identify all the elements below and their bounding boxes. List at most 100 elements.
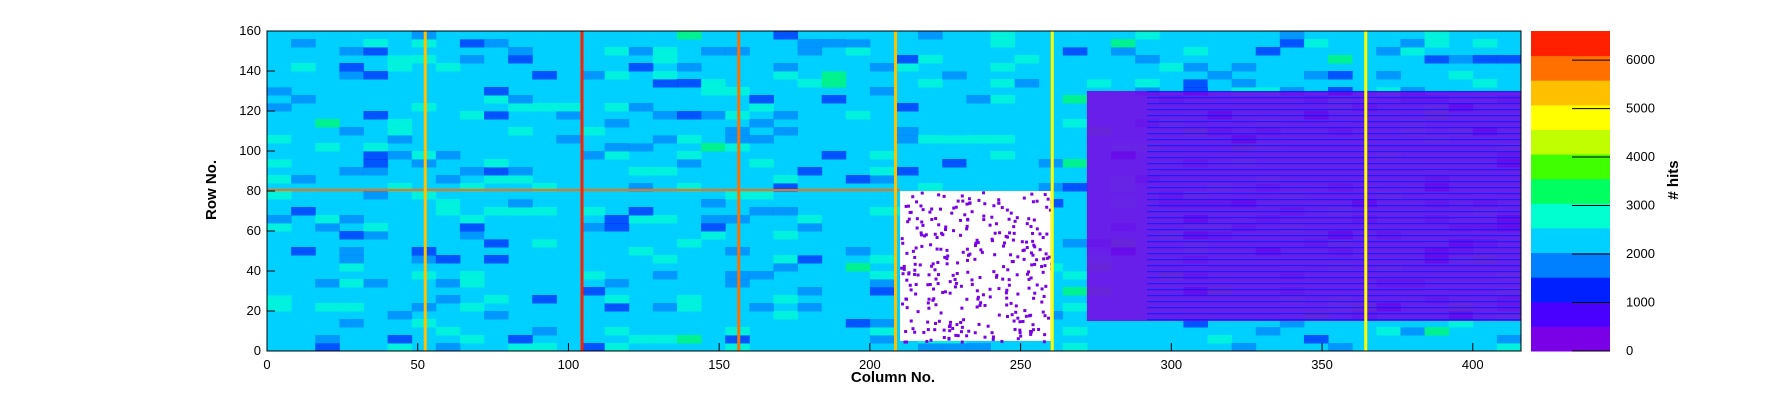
sparse-hit-pixel	[993, 253, 997, 257]
high-occupancy-column	[423, 31, 427, 351]
sparse-hit-pixel	[1042, 340, 1046, 344]
sparse-hit-pixel	[928, 283, 932, 287]
heatmap-cell	[532, 215, 557, 224]
sparse-hit-pixel	[1032, 243, 1036, 247]
sparse-hit-pixel	[1015, 216, 1019, 220]
sparse-hit-pixel	[904, 297, 908, 301]
heatmap-cell	[363, 47, 389, 56]
heatmap-cell	[1496, 79, 1521, 88]
low-hit-stripe	[1147, 163, 1521, 165]
heatmap-cell	[918, 55, 943, 64]
heatmap-cell	[435, 255, 461, 264]
heatmap-cell	[484, 239, 509, 248]
heatmap-cell	[363, 71, 389, 80]
heatmap-cell	[387, 47, 413, 56]
heatmap-cell	[1062, 135, 1088, 144]
heatmap-cell	[652, 47, 678, 56]
sparse-hit-pixel	[943, 255, 947, 259]
heatmap-cell	[459, 111, 485, 120]
heatmap-cell	[1424, 343, 1450, 351]
heatmap-cell	[532, 207, 557, 216]
y-tick-label: 40	[247, 263, 261, 278]
sparse-hit-pixel	[927, 297, 931, 301]
sparse-hit-pixel	[953, 277, 957, 281]
sparse-hit-pixel	[902, 267, 906, 271]
heatmap-cell	[508, 271, 533, 280]
heatmap-cell	[1111, 79, 1136, 88]
y-axis-ticks: 0 20 40 60 80 100 120 140 160	[239, 23, 275, 358]
sparse-hit-pixel	[935, 236, 939, 240]
heatmap-cell	[821, 215, 847, 224]
palette-segment	[1531, 252, 1610, 278]
z-tick-label: 5000	[1626, 101, 1655, 116]
sparse-hit-pixel	[926, 320, 930, 324]
heatmap-cell	[580, 207, 606, 216]
palette-segment	[1531, 178, 1610, 204]
sparse-hit-pixel	[962, 318, 966, 322]
heatmap-cell	[315, 143, 340, 152]
heatmap-cell	[604, 103, 630, 112]
sparse-hit-pixel	[965, 224, 969, 228]
sparse-hit-pixel	[960, 194, 964, 198]
heatmap-cell	[387, 335, 413, 344]
heatmap-cell	[1183, 63, 1208, 72]
sparse-hit-pixel	[1027, 286, 1031, 290]
sparse-hit-pixel	[922, 234, 926, 238]
heatmap-cell	[1279, 39, 1305, 48]
sparse-hit-pixel	[990, 237, 994, 241]
heatmap-cell	[267, 111, 292, 120]
heatmap-cell	[484, 335, 509, 344]
heatmap-cell	[508, 287, 533, 296]
sparse-hit-pixel	[907, 204, 911, 208]
heatmap-cell	[1062, 95, 1088, 104]
sparse-hit-pixel	[1003, 241, 1007, 245]
heatmap-cell	[701, 143, 726, 152]
z-tick-label: 3000	[1626, 198, 1655, 213]
heatmap-cell	[1496, 335, 1521, 344]
heatmap-cell	[869, 87, 895, 96]
low-hit-stripe	[1147, 103, 1521, 105]
heatmap-cell	[676, 295, 702, 304]
heatmap-cell	[676, 335, 702, 344]
sparse-hit-pixel	[1044, 284, 1048, 288]
sparse-hit-pixel	[1032, 296, 1036, 300]
heatmap-cell	[580, 271, 606, 280]
heatmap-cell	[652, 55, 678, 64]
low-hit-stripe	[1147, 133, 1521, 135]
sparse-hit-pixel	[1012, 231, 1016, 235]
y-axis-title: Row No.	[203, 160, 220, 220]
heatmap-cell	[1376, 47, 1401, 56]
heatmap-cell	[532, 183, 557, 192]
heatmap-cell	[701, 183, 726, 192]
sparse-hit-pixel	[1018, 331, 1022, 335]
x-tick-label: 100	[558, 357, 580, 372]
sparse-hit-pixel	[1040, 300, 1044, 304]
low-hit-stripe	[1147, 169, 1521, 171]
heatmap-cell	[363, 319, 389, 328]
sparse-hit-pixel	[951, 326, 955, 330]
heatmap-cell	[604, 279, 630, 288]
sparse-hit-pixel	[973, 331, 977, 335]
sparse-hit-pixel	[1009, 253, 1013, 257]
heatmap-cell	[580, 231, 606, 240]
sparse-hit-pixel	[956, 199, 960, 203]
sparse-hit-pixel	[1002, 265, 1006, 269]
heatmap-cell	[363, 263, 389, 272]
heatmap-cell	[387, 63, 413, 72]
heatmap-cell	[604, 143, 630, 152]
sparse-hit-pixel	[1015, 273, 1019, 277]
color-palette-bar	[1531, 31, 1610, 352]
heatmap-cell	[484, 311, 509, 320]
sparse-hit-pixel	[1000, 339, 1004, 343]
heatmap-cell	[797, 215, 823, 224]
sparse-hit-pixel	[1007, 217, 1011, 221]
low-hit-stripe	[1147, 175, 1521, 177]
heatmap-cell	[291, 95, 316, 104]
sparse-hit-pixel	[931, 262, 935, 266]
heatmap-cell	[966, 159, 991, 168]
heatmap-cell	[749, 159, 774, 168]
sparse-hit-pixel	[919, 231, 923, 235]
sparse-hit-pixel	[965, 258, 969, 262]
sparse-hit-pixel	[965, 247, 969, 251]
heatmap-cell	[676, 343, 702, 351]
